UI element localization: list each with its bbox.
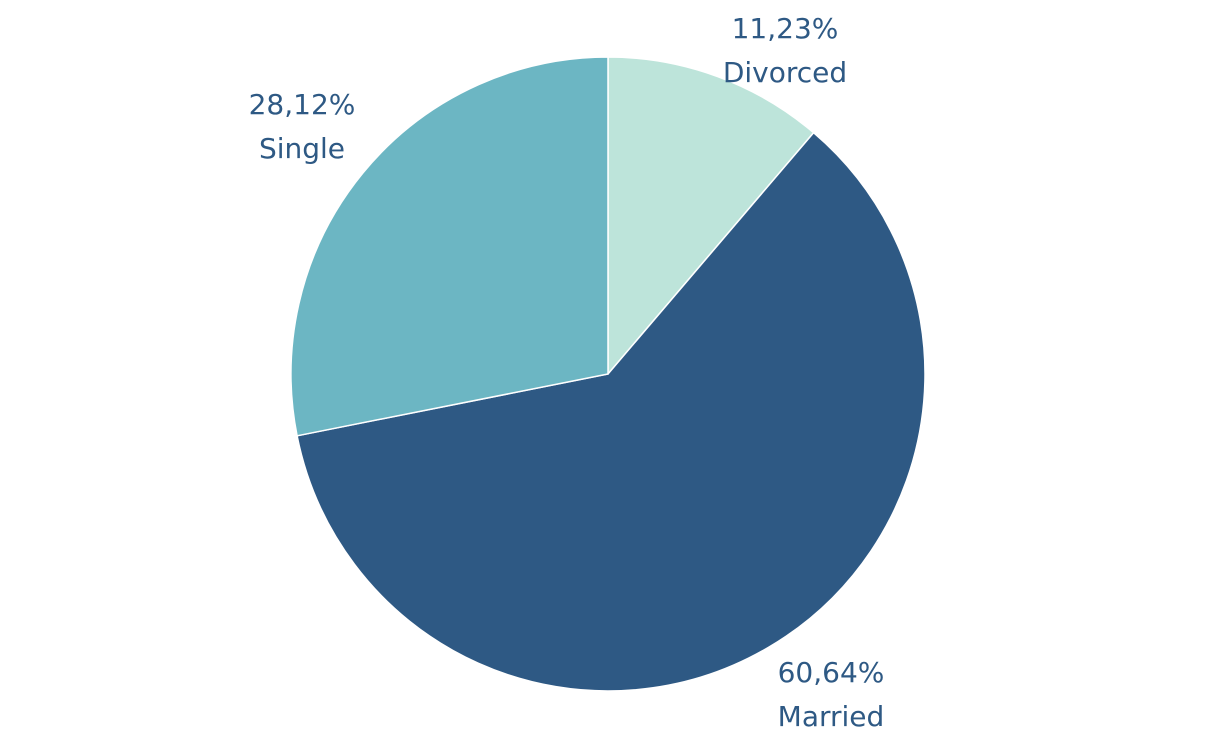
slice-value-label-divorced: 11,23%: [732, 12, 839, 45]
pie-slice-divorced: [607, 56, 815, 377]
slice-category-label-single: Single: [259, 132, 345, 165]
slice-category-label-married: Married: [778, 700, 885, 733]
pie-slice-married: [296, 131, 926, 692]
slice-category-label-divorced: Divorced: [723, 56, 847, 89]
pie-labels: 11,23% Divorced 60,64% Married 28,12% Single: [249, 12, 885, 733]
pie-slices: [290, 56, 926, 692]
pie-slice-single: [290, 56, 609, 437]
slice-value-label-single: 28,12%: [249, 88, 356, 121]
slice-value-label-married: 60,64%: [778, 656, 885, 689]
